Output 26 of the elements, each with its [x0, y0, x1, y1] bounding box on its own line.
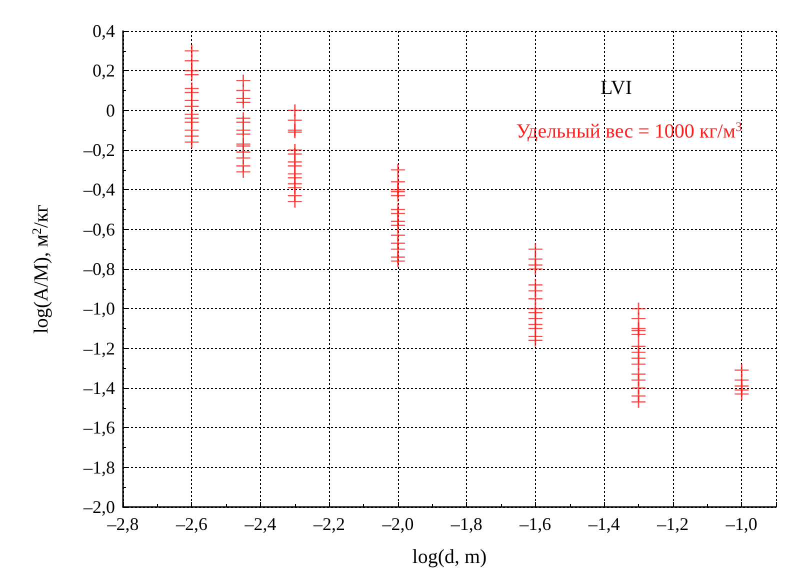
x-tick-label: –1,8 — [450, 514, 482, 534]
x-axis-title: log(d, m) — [412, 546, 487, 568]
x-tick-label: –2,0 — [381, 514, 414, 534]
x-tick-label: –1,4 — [587, 514, 620, 534]
y-tick-label: –1,8 — [82, 457, 115, 478]
x-tick-label: –2,8 — [106, 514, 139, 534]
x-tick-label: –2,6 — [174, 514, 208, 534]
annotation: LVI — [600, 77, 632, 99]
x-tick-label: –1,2 — [656, 514, 689, 534]
x-tick-label: –2,2 — [312, 514, 345, 534]
y-tick-label: –0,4 — [82, 180, 115, 200]
y-tick-label: –1,6 — [82, 418, 115, 438]
x-tick-label: –2,4 — [244, 514, 276, 534]
y-tick-label: –1,0 — [82, 298, 115, 319]
y-tick-label: 0,4 — [92, 21, 115, 41]
y-tick-label: 0 — [106, 100, 115, 120]
y-tick-label: –0,8 — [82, 259, 115, 279]
y-axis-title: log(A/M), м2/кг — [29, 204, 52, 334]
y-tick-label: 0,2 — [92, 60, 115, 81]
y-tick-label: –1,4 — [82, 378, 115, 398]
x-tick-label: –1,6 — [518, 514, 552, 534]
y-tick-label: –1,2 — [82, 338, 115, 358]
y-tick-label: –2,0 — [82, 497, 115, 517]
y-tick-label: –0,6 — [82, 219, 115, 240]
x-tick-label: –1,0 — [724, 514, 758, 534]
y-tick-label: –0,2 — [82, 140, 115, 160]
